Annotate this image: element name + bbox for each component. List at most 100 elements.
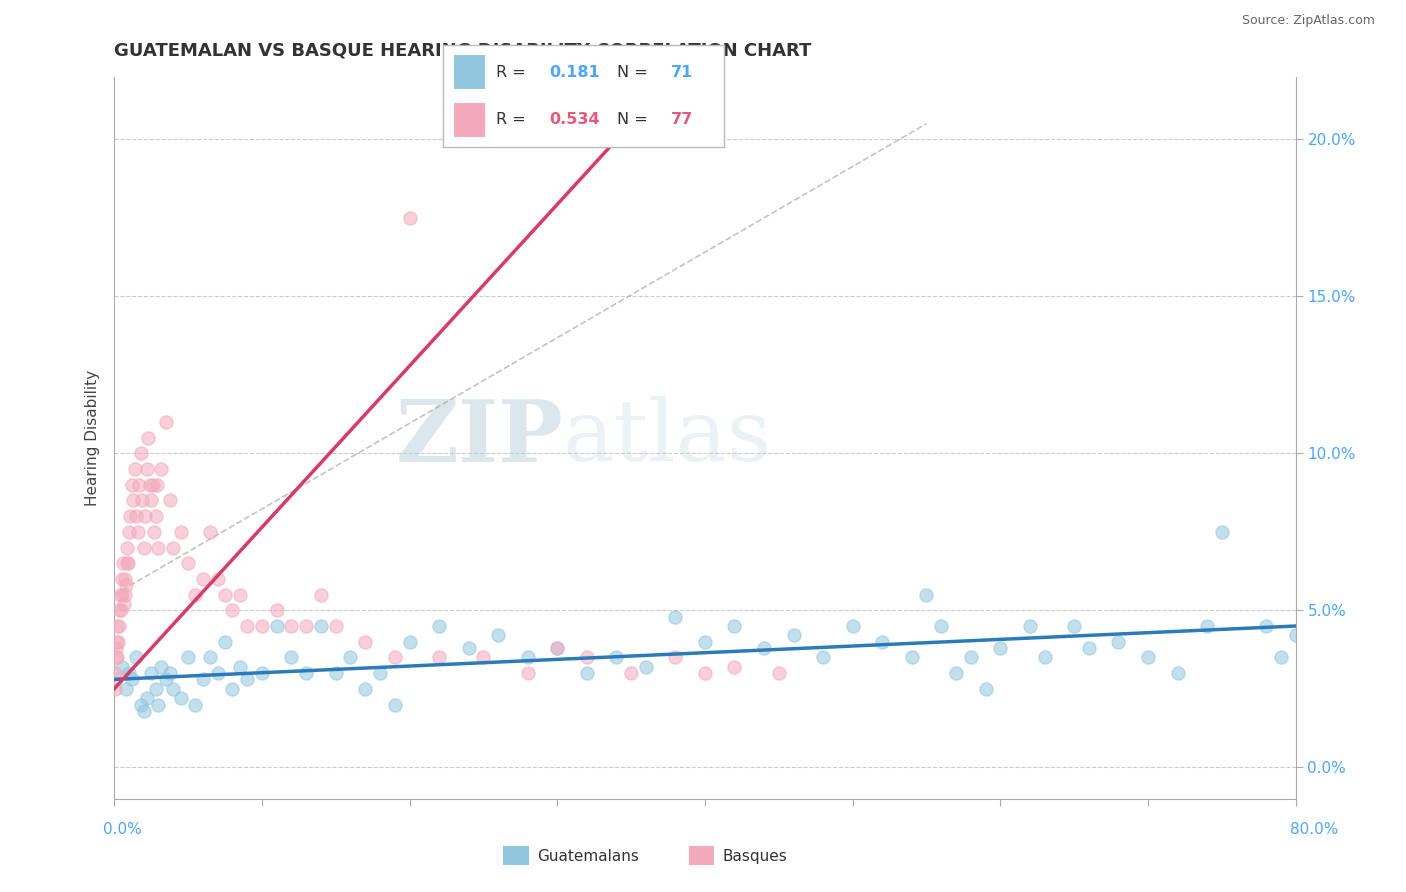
Point <box>693 666 716 681</box>
Text: atlas: atlas <box>564 396 772 479</box>
Point <box>108 588 131 602</box>
Point <box>169 691 191 706</box>
Point <box>155 673 177 687</box>
Point <box>135 462 157 476</box>
Point <box>228 588 250 602</box>
Point <box>162 681 184 696</box>
Point <box>162 541 184 555</box>
Point <box>148 698 170 712</box>
Point <box>134 509 156 524</box>
Point <box>104 681 127 696</box>
Point <box>693 634 716 648</box>
Point <box>125 650 148 665</box>
Point <box>1136 650 1159 665</box>
Point <box>546 640 568 655</box>
Point <box>121 673 143 687</box>
Point <box>250 666 273 681</box>
Point <box>207 572 229 586</box>
Text: 0.0%: 0.0% <box>103 822 142 837</box>
Point <box>427 650 450 665</box>
Point <box>129 698 152 712</box>
Point <box>191 572 214 586</box>
Text: 77: 77 <box>671 112 693 127</box>
Point <box>1107 634 1129 648</box>
Point <box>280 619 302 633</box>
Text: 0.534: 0.534 <box>550 112 600 127</box>
Point <box>139 666 162 681</box>
Point <box>266 619 288 633</box>
Point <box>309 588 332 602</box>
Point <box>605 650 627 665</box>
Point <box>104 650 127 665</box>
Point <box>1018 619 1040 633</box>
Point <box>184 698 207 712</box>
Text: N =: N = <box>617 65 654 79</box>
Point <box>325 666 347 681</box>
Point <box>169 524 191 539</box>
Point <box>191 673 214 687</box>
Point <box>325 619 347 633</box>
Point <box>472 650 495 665</box>
Point <box>214 588 236 602</box>
Point <box>427 619 450 633</box>
Point <box>768 666 790 681</box>
Point <box>782 628 804 642</box>
Point <box>398 634 420 648</box>
Point <box>486 628 509 642</box>
FancyBboxPatch shape <box>454 55 485 88</box>
Point <box>177 556 200 570</box>
Point <box>546 640 568 655</box>
Point <box>945 666 967 681</box>
Point <box>354 634 377 648</box>
Point <box>107 634 129 648</box>
Point <box>236 673 259 687</box>
Point <box>128 477 150 491</box>
Point <box>1033 650 1056 665</box>
Point <box>664 609 686 624</box>
Point <box>142 477 165 491</box>
Point <box>368 666 391 681</box>
Point <box>105 640 128 655</box>
Y-axis label: Hearing Disability: Hearing Disability <box>86 369 100 506</box>
Point <box>398 211 420 225</box>
Text: R =: R = <box>496 65 531 79</box>
Point <box>118 524 141 539</box>
Point <box>104 673 127 687</box>
Text: Basques: Basques <box>723 849 787 863</box>
Point <box>198 524 221 539</box>
Point <box>145 509 167 524</box>
Point <box>634 660 657 674</box>
Point <box>143 524 166 539</box>
Point <box>723 619 745 633</box>
Text: N =: N = <box>617 112 654 127</box>
Point <box>915 588 938 602</box>
Point <box>145 681 167 696</box>
Point <box>155 415 177 429</box>
Point <box>120 509 142 524</box>
Point <box>250 619 273 633</box>
Text: R =: R = <box>496 112 531 127</box>
Point <box>974 681 997 696</box>
Point <box>131 493 153 508</box>
Text: Guatemalans: Guatemalans <box>537 849 638 863</box>
Point <box>620 666 643 681</box>
Point <box>148 541 170 555</box>
Point <box>516 666 538 681</box>
Point <box>114 572 136 586</box>
Point <box>198 650 221 665</box>
Point <box>136 431 159 445</box>
Point <box>159 493 181 508</box>
Point <box>575 650 598 665</box>
Point <box>132 541 155 555</box>
Point <box>110 660 132 674</box>
Point <box>900 650 922 665</box>
Point <box>115 556 138 570</box>
Point <box>112 597 135 611</box>
Point <box>184 588 207 602</box>
Point <box>1211 524 1233 539</box>
Text: 0.181: 0.181 <box>550 65 600 79</box>
Point <box>723 660 745 674</box>
Point <box>1285 628 1308 642</box>
Point <box>1197 619 1219 633</box>
Point <box>221 681 243 696</box>
